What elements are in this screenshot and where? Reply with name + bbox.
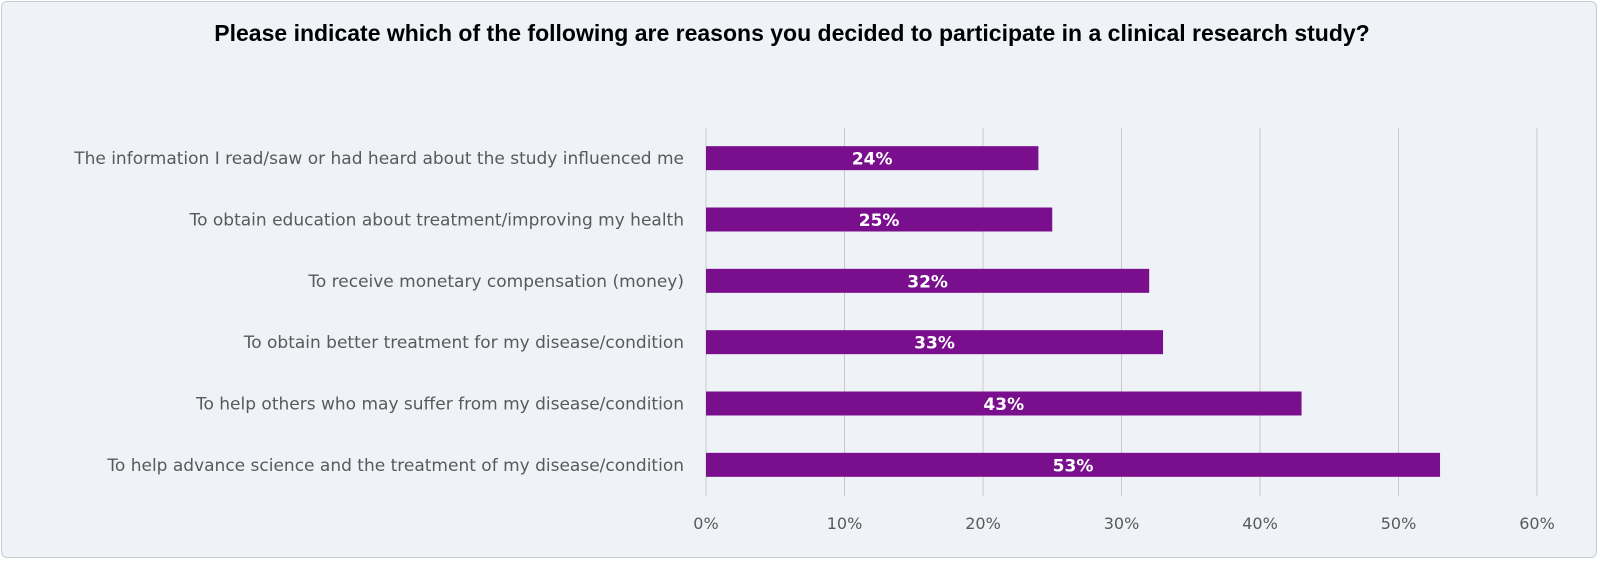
x-tick-label: 20%	[965, 514, 1001, 533]
bar	[706, 268, 1150, 293]
data-label: 33%	[914, 334, 955, 354]
category-label: To obtain education about treatment/impr…	[189, 211, 684, 231]
x-tick-label: 50%	[1381, 514, 1417, 533]
data-label: 25%	[859, 211, 900, 231]
category-label: To help advance science and the treatmen…	[106, 456, 684, 476]
category-label: The information I read/saw or had heard …	[73, 149, 684, 169]
data-label: 53%	[1053, 456, 1094, 476]
x-tick-label: 60%	[1519, 514, 1555, 533]
bar	[706, 207, 1053, 232]
x-tick-label: 0%	[693, 514, 718, 533]
bar	[706, 330, 1164, 355]
category-label: To receive monetary compensation (money)	[307, 272, 684, 292]
data-label: 32%	[907, 272, 948, 292]
bar	[706, 391, 1302, 416]
data-label: 43%	[983, 395, 1024, 415]
category-label: To help others who may suffer from my di…	[195, 395, 684, 415]
data-label: 24%	[852, 150, 893, 170]
x-tick-label: 10%	[827, 514, 863, 533]
category-label: To obtain better treatment for my diseas…	[243, 333, 684, 353]
x-tick-label: 30%	[1104, 514, 1140, 533]
x-tick-label: 40%	[1242, 514, 1278, 533]
bar	[706, 452, 1441, 477]
bar	[706, 146, 1039, 171]
chart-title: Please indicate which of the following a…	[214, 20, 1370, 46]
